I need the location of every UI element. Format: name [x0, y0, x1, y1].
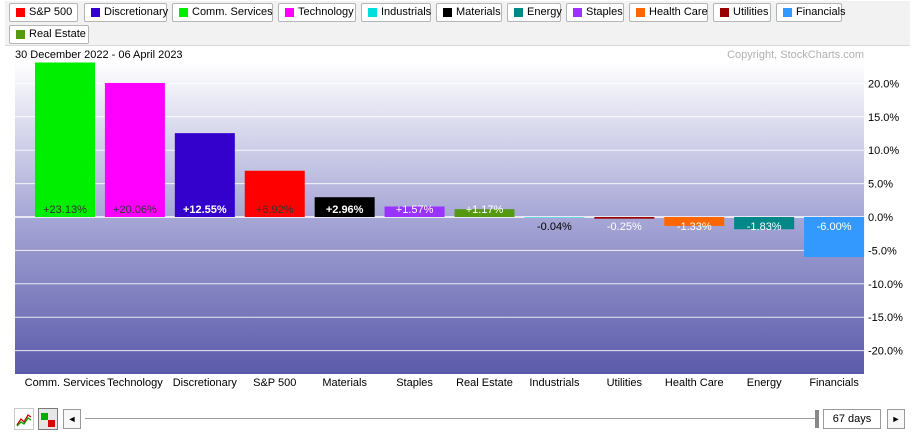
- legend-label: Technology: [298, 6, 354, 18]
- legend-item-staples[interactable]: Staples: [566, 3, 624, 22]
- legend-label: S&P 500: [29, 6, 73, 18]
- y-tick-label: 0.0%: [868, 212, 893, 224]
- legend-item-materials[interactable]: Materials: [436, 3, 502, 22]
- bar-financials: [804, 216, 865, 258]
- bars: [35, 62, 865, 258]
- legend-label: Discretionary: [104, 6, 169, 18]
- legend-label: Health Care: [649, 6, 708, 18]
- x-category-label: Energy: [747, 377, 782, 389]
- bar-value-label: +1.17%: [466, 204, 504, 216]
- bar-value-label: -1.33%: [677, 221, 712, 233]
- legend-label: Financials: [796, 6, 846, 18]
- bar-discretionary: [174, 133, 235, 217]
- legend-label: Comm. Services: [192, 6, 273, 18]
- chart-area: +23.13% +20.06% +12.55% +6.92% +2.96% +1.57% +…: [0, 46, 913, 396]
- x-category-label: Utilities: [607, 377, 643, 389]
- legend-item-industrials[interactable]: Industrials: [361, 3, 431, 22]
- bar-s-p-500: [244, 170, 305, 217]
- legend-swatch: [514, 8, 523, 17]
- sector-performance-chart: +23.13% +20.06% +12.55% +6.92% +2.96% +1.57% +…: [15, 49, 903, 389]
- x-category-label: Real Estate: [456, 377, 513, 389]
- bar-value-label: -0.25%: [607, 221, 642, 233]
- legend-item-technology[interactable]: Technology: [278, 3, 356, 22]
- bar-value-label: +23.13%: [43, 204, 87, 216]
- legend-item-financials[interactable]: Financials: [776, 3, 846, 22]
- bar-technology: [104, 82, 165, 217]
- line-chart-icon[interactable]: [14, 408, 34, 430]
- y-tick-label: -15.0%: [868, 312, 903, 324]
- bar-comm-services: [35, 62, 95, 217]
- y-tick-label: 15.0%: [868, 112, 899, 124]
- y-tick-label: -5.0%: [868, 245, 897, 257]
- legend-swatch: [285, 8, 294, 17]
- legend-bar: S&P 500 Discretionary Comm. Services Techno…: [5, 1, 910, 46]
- legend-item-comm-services[interactable]: Comm. Services: [172, 3, 273, 22]
- bar-value-label: +20.06%: [113, 204, 157, 216]
- y-axis-ticks: 20.0% 15.0% 10.0% 5.0% 0.0% -5.0% -10.0% -15.0%…: [868, 78, 903, 357]
- bar-industrials: [524, 216, 585, 218]
- legend-swatch: [179, 8, 188, 17]
- x-category-label: Comm. Services: [25, 377, 106, 389]
- legend-item-energy[interactable]: Energy: [507, 3, 562, 22]
- y-tick-label: -10.0%: [868, 279, 903, 291]
- legend-swatch: [91, 8, 100, 17]
- legend-item-real-estate[interactable]: Real Estate: [9, 25, 89, 44]
- legend-swatch: [16, 8, 25, 17]
- legend-swatch: [720, 8, 729, 17]
- legend-label: Real Estate: [29, 28, 86, 40]
- x-category-label: Health Care: [665, 377, 724, 389]
- x-category-label: Staples: [396, 377, 433, 389]
- bar-value-label: -0.04%: [537, 221, 572, 233]
- slider-prev-button[interactable]: ◄: [63, 409, 81, 429]
- bar-value-label: +12.55%: [183, 204, 227, 216]
- bar-value-label: -1.83%: [747, 221, 782, 233]
- legend-item-health-care[interactable]: Health Care: [629, 3, 708, 22]
- legend-swatch: [16, 30, 25, 39]
- x-category-label: Technology: [107, 377, 163, 389]
- bar-real-estate: [454, 209, 515, 217]
- slider-handle[interactable]: [815, 410, 819, 428]
- legend-item-utilities[interactable]: Utilities: [713, 3, 771, 22]
- bar-utilities: [594, 216, 655, 219]
- bar-energy: [734, 216, 795, 230]
- x-axis-labels: Comm. Services Technology Discretionary S&P…: [25, 377, 860, 389]
- slider-next-button[interactable]: ►: [887, 409, 905, 429]
- legend-swatch: [443, 8, 452, 17]
- bar-staples: [384, 206, 445, 217]
- bar-value-label: +2.96%: [326, 204, 364, 216]
- bottom-toolbar: ◄ 67 days ►: [0, 404, 913, 433]
- bar-chart-icon[interactable]: [38, 408, 58, 430]
- legend-swatch: [636, 8, 645, 17]
- legend-label: Energy: [527, 6, 562, 18]
- x-category-label: Financials: [809, 377, 859, 389]
- bar-materials: [314, 197, 375, 217]
- bar-value-label: +6.92%: [256, 204, 294, 216]
- y-tick-label: 10.0%: [868, 145, 899, 157]
- legend-swatch: [368, 8, 377, 17]
- period-days-button[interactable]: 67 days: [823, 409, 881, 429]
- y-tick-label: 5.0%: [868, 179, 893, 191]
- legend-swatch: [573, 8, 582, 17]
- y-tick-label: 20.0%: [868, 78, 899, 90]
- legend-label: Industrials: [381, 6, 432, 18]
- time-range-slider[interactable]: [85, 418, 817, 419]
- value-labels: +23.13% +20.06% +12.55% +6.92% +2.96% +1.57% +…: [43, 204, 852, 233]
- legend-label: Materials: [456, 6, 501, 18]
- x-category-label: Industrials: [529, 377, 580, 389]
- copyright-text: Copyright, StockCharts.com: [727, 49, 864, 61]
- x-category-label: S&P 500: [253, 377, 296, 389]
- bar-health-care: [664, 216, 725, 226]
- x-category-label: Discretionary: [173, 377, 238, 389]
- chart-date-range: 30 December 2022 - 06 April 2023: [15, 49, 183, 61]
- legend-label: Staples: [586, 6, 623, 18]
- bar-value-label: +1.57%: [396, 204, 434, 216]
- legend-item-discretionary[interactable]: Discretionary: [84, 3, 169, 22]
- bar-value-label: -6.00%: [817, 221, 852, 233]
- x-category-label: Materials: [322, 377, 367, 389]
- legend-item-s-p-500[interactable]: S&P 500: [9, 3, 78, 22]
- y-tick-label: -20.0%: [868, 346, 903, 358]
- legend-label: Utilities: [733, 6, 769, 18]
- legend-swatch: [783, 8, 792, 17]
